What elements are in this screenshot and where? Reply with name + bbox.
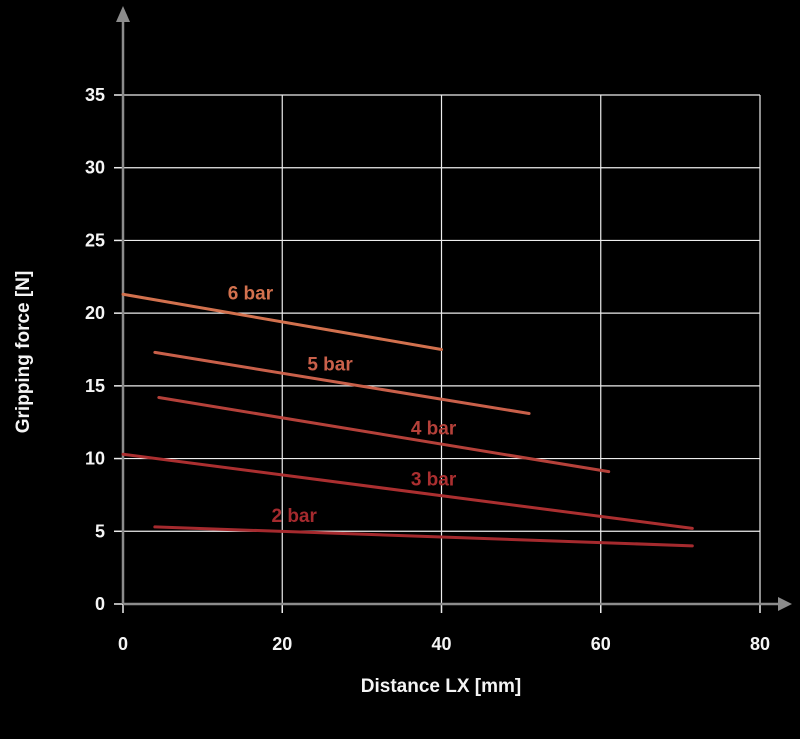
x-tick-label: 80 xyxy=(750,634,770,654)
series-label-5-bar: 5 bar xyxy=(307,355,353,376)
x-axis-title: Distance LX [mm] xyxy=(360,676,522,697)
x-tick-label: 60 xyxy=(591,634,611,654)
x-tick-label: 20 xyxy=(272,634,292,654)
y-axis-arrowhead xyxy=(116,6,130,22)
y-tick-label: 5 xyxy=(95,521,105,541)
series-label-6-bar: 6 bar xyxy=(228,283,274,304)
y-axis-title: Gripping force [N] xyxy=(13,270,34,434)
series-label-3-bar: 3 bar xyxy=(411,469,457,490)
y-tick-label: 30 xyxy=(85,158,105,178)
y-tick-label: 15 xyxy=(85,376,105,396)
y-tick-label: 35 xyxy=(85,85,105,105)
y-tick-label: 10 xyxy=(85,449,105,469)
y-tick-label: 20 xyxy=(85,303,105,323)
series-line-5-bar xyxy=(153,350,531,415)
y-tick-label: 0 xyxy=(95,594,105,614)
series-line-4-bar xyxy=(157,395,611,474)
series-label-4-bar: 4 bar xyxy=(411,419,457,440)
x-tick-label: 0 xyxy=(118,634,128,654)
y-tick-label: 25 xyxy=(85,230,105,250)
x-tick-label: 40 xyxy=(431,634,451,654)
series-line-3-bar xyxy=(121,452,694,530)
series-line-6-bar xyxy=(121,292,443,351)
series-label-2-bar: 2 bar xyxy=(271,506,317,527)
series-line-2-bar xyxy=(153,525,694,548)
x-axis-arrowhead xyxy=(778,597,792,611)
